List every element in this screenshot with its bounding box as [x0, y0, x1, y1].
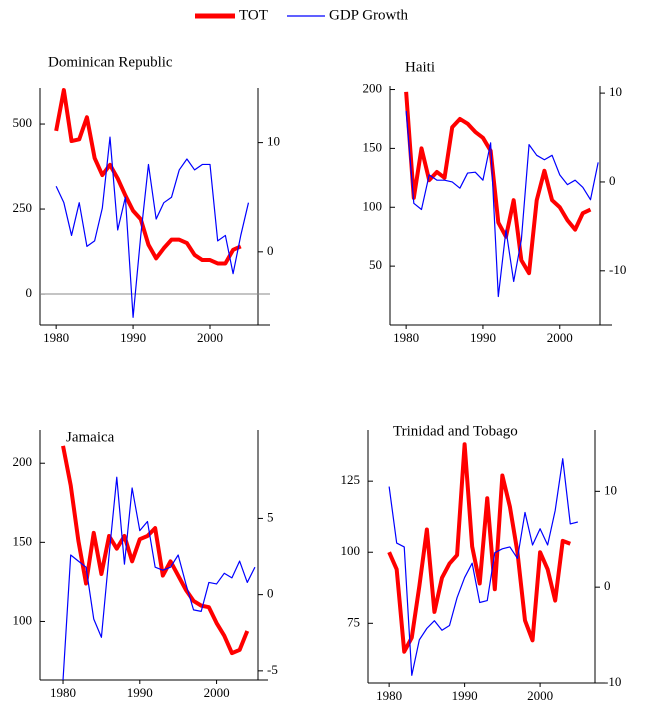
x-tick-label: 1980 — [50, 685, 76, 700]
y-tick-label: 100 — [341, 543, 361, 558]
legend-label: GDP Growth — [329, 7, 409, 23]
y-tick-label: 50 — [369, 257, 382, 272]
series-line — [62, 476, 256, 681]
panel-title: Trinidad and Tobago — [393, 423, 518, 439]
y-tick-label: 150 — [13, 533, 33, 548]
y-tick-label: 75 — [347, 614, 360, 629]
panel-title: Jamaica — [66, 429, 115, 445]
x-tick-label: 1990 — [127, 685, 153, 700]
x-tick-label: 1980 — [43, 330, 69, 345]
y2-tick-label: 10 — [267, 134, 280, 149]
series-line — [55, 136, 250, 318]
y2-tick-label: 0 — [267, 586, 274, 601]
y-tick-label: 125 — [341, 472, 361, 487]
legend-label: TOT — [239, 7, 268, 23]
y2-tick-label: -5 — [267, 662, 278, 677]
y-tick-label: 0 — [26, 285, 33, 300]
x-tick-label: 1980 — [376, 688, 402, 703]
y2-tick-label: 5 — [267, 509, 274, 524]
x-tick-label: 2000 — [197, 330, 223, 345]
series-line — [61, 445, 250, 656]
x-tick-label: 1980 — [393, 330, 419, 345]
y-tick-label: 150 — [363, 139, 383, 154]
y-tick-label: 100 — [363, 198, 383, 213]
y-tick-label: 100 — [13, 612, 33, 627]
y-tick-label: 200 — [363, 81, 383, 96]
y2-tick-label: 10 — [604, 482, 617, 497]
x-tick-label: 2000 — [527, 688, 553, 703]
series-line — [404, 91, 592, 276]
x-tick-label: 1990 — [452, 688, 478, 703]
y2-tick-label: -10 — [609, 262, 626, 277]
y2-tick-label: 0 — [609, 173, 616, 188]
x-tick-label: 2000 — [547, 330, 573, 345]
series-line — [54, 88, 242, 266]
x-tick-label: 1990 — [470, 330, 496, 345]
y2-tick-label: -10 — [604, 674, 621, 689]
x-tick-label: 1990 — [120, 330, 146, 345]
y-tick-label: 200 — [13, 454, 33, 469]
series-line — [388, 458, 578, 676]
series-line — [387, 442, 571, 654]
panel-title: Haiti — [405, 59, 435, 75]
y-tick-label: 500 — [13, 115, 33, 130]
y2-tick-label: 10 — [609, 84, 622, 99]
series-line — [405, 110, 599, 298]
y2-tick-label: 0 — [267, 243, 274, 258]
x-tick-label: 2000 — [204, 685, 230, 700]
y2-tick-label: 0 — [604, 578, 611, 593]
y-tick-label: 250 — [13, 200, 33, 215]
panel-title: Dominican Republic — [48, 54, 173, 70]
